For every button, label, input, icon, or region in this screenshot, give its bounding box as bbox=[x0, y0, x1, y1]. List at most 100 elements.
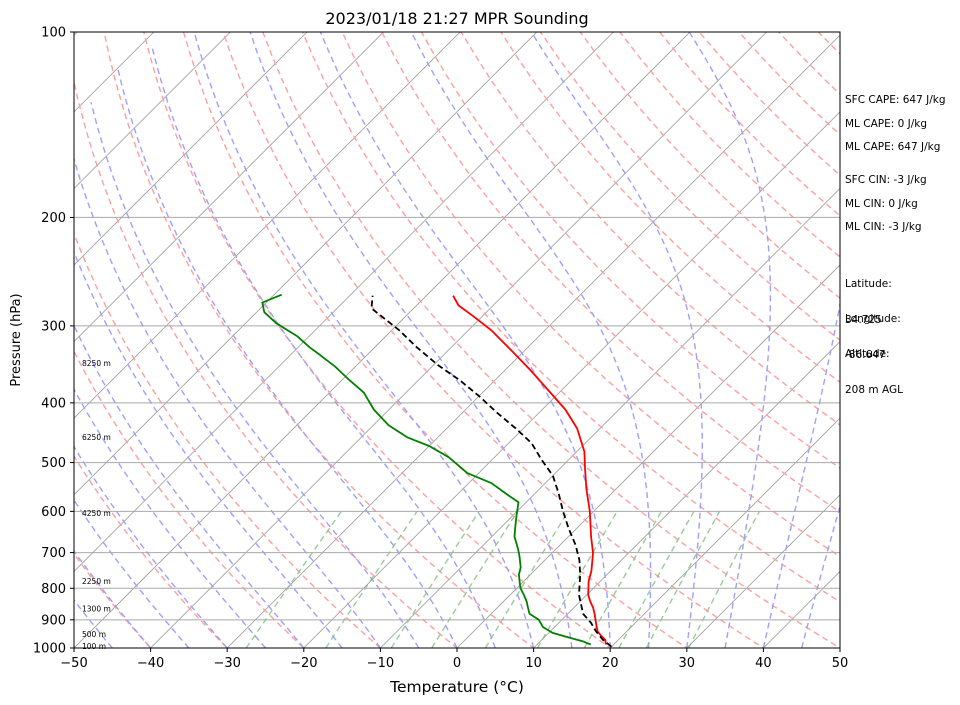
mixing-ratio-line bbox=[325, 510, 418, 648]
moist-adiabat-line bbox=[530, 32, 703, 648]
isotherm-line bbox=[533, 341, 840, 648]
altitude-value: 208 m AGL bbox=[845, 384, 903, 396]
y-axis-label: Pressure (hPa) bbox=[9, 293, 24, 386]
dry-adiabat-line bbox=[381, 32, 840, 513]
isotherm-line bbox=[226, 34, 840, 648]
moist-adiabat-line bbox=[74, 324, 305, 648]
moist-adiabat-line bbox=[74, 387, 267, 648]
isotherm-line bbox=[686, 494, 840, 648]
x-axis-label: Temperature (°C) bbox=[389, 678, 524, 696]
moist-adiabat-line bbox=[90, 102, 420, 648]
height-label: 8250 m bbox=[82, 359, 111, 368]
moist-adiabat-line bbox=[688, 32, 772, 648]
background-grid bbox=[74, 32, 840, 648]
dewpoint-profile bbox=[261, 293, 592, 646]
y-tick-label: 100 bbox=[41, 26, 66, 41]
isotherm-line bbox=[456, 264, 840, 648]
altitude-label: Altitude: bbox=[845, 348, 890, 360]
altitude-text: Altitude: 208 m AGL bbox=[845, 324, 903, 408]
moist-adiabat-line bbox=[193, 32, 535, 648]
height-label: 100 m bbox=[82, 642, 106, 651]
height-labels: 100 m 500 m 1300 m 2250 m 4250 m 6250 m 8250 m bbox=[82, 359, 111, 651]
height-label: 6250 m bbox=[82, 433, 111, 442]
moist-adiabat-line bbox=[117, 69, 458, 648]
mixing-ratio-line bbox=[484, 510, 569, 648]
dry-adiabat-line bbox=[74, 552, 152, 648]
dry-adiabat-line bbox=[143, 32, 612, 648]
x-tick-label: −40 bbox=[137, 656, 164, 671]
chart-title: 2023/01/18 21:27 MPR Sounding bbox=[325, 9, 588, 28]
temperature-profile bbox=[452, 295, 607, 645]
isotherm-line bbox=[74, 32, 614, 572]
moist-adiabat-line bbox=[762, 300, 840, 648]
y-tick-label: 200 bbox=[41, 211, 66, 226]
x-tick-label: 40 bbox=[755, 656, 772, 671]
isotherm-line bbox=[150, 32, 768, 648]
isotherm-line bbox=[74, 32, 461, 419]
moist-adiabat-line bbox=[74, 250, 343, 648]
mixing-ratio-line bbox=[536, 510, 618, 648]
moist-adiabat-line bbox=[801, 503, 840, 648]
x-tick-label: 10 bbox=[525, 656, 542, 671]
y-tick-label: 300 bbox=[41, 319, 66, 334]
y-tick-label: 400 bbox=[41, 396, 66, 411]
parcel-profile bbox=[370, 295, 613, 648]
moist-adiabat-line bbox=[319, 32, 611, 648]
dry-adiabat-line bbox=[182, 32, 689, 648]
height-label: 2250 m bbox=[82, 577, 111, 586]
moist-adiabat-line bbox=[74, 598, 113, 648]
x-tick-label: −30 bbox=[213, 656, 240, 671]
moist-adiabat-line bbox=[150, 44, 496, 648]
ml-cin-text-2: ML CIN: -3 J/kg bbox=[845, 221, 922, 233]
x-tick-label: 30 bbox=[679, 656, 696, 671]
moist-adiabat-line bbox=[74, 445, 228, 648]
isotherm-line bbox=[609, 417, 840, 648]
y-tick-label: 600 bbox=[41, 505, 66, 520]
dry-adiabat-line bbox=[301, 32, 840, 603]
sounding-profiles bbox=[261, 293, 613, 648]
dry-adiabat-line bbox=[103, 32, 535, 648]
isotherm-line bbox=[303, 111, 840, 648]
dry-adiabat-line bbox=[74, 231, 382, 648]
isotherm-line bbox=[74, 32, 385, 343]
dry-adiabat-line bbox=[74, 454, 229, 648]
dry-adiabat-line bbox=[420, 32, 840, 469]
moist-adiabat-line bbox=[74, 498, 190, 648]
isotherm-line bbox=[379, 187, 840, 648]
mixing-ratio-line bbox=[431, 510, 519, 648]
longitude-text: Longitude: -86.647 bbox=[845, 289, 901, 373]
ml-cin-text-1: ML CIN: 0 J/kg bbox=[845, 198, 918, 210]
isotherm-line bbox=[74, 32, 691, 648]
x-axis-ticks: −50 −40 −30 −20 −10 0 10 20 30 40 50 bbox=[60, 648, 848, 671]
y-tick-label: 900 bbox=[41, 613, 66, 628]
height-label: 500 m bbox=[82, 630, 106, 639]
dry-adiabat-line bbox=[262, 32, 840, 648]
height-label: 4250 m bbox=[82, 509, 111, 518]
height-label: 1300 m bbox=[82, 605, 111, 614]
x-tick-label: 0 bbox=[453, 656, 461, 671]
dry-adiabat-line bbox=[579, 32, 840, 300]
dry-adiabat-line bbox=[460, 32, 840, 426]
y-tick-label: 500 bbox=[41, 456, 66, 471]
sfc-cape-text: SFC CAPE: 647 J/kg bbox=[845, 94, 946, 106]
latitude-text: Latitude: 34.725 bbox=[845, 254, 892, 338]
ml-cape-text-1: ML CAPE: 0 J/kg bbox=[845, 118, 928, 130]
moist-adiabat-line bbox=[74, 156, 381, 648]
ml-cape-text-2: ML CAPE: 647 J/kg bbox=[845, 141, 941, 153]
moist-adiabat-line bbox=[410, 32, 652, 648]
latitude-value: 34.725 bbox=[845, 314, 882, 326]
dry-adiabat-line bbox=[222, 32, 765, 648]
moist-adiabat-line bbox=[249, 32, 573, 648]
x-tick-label: −50 bbox=[60, 656, 87, 671]
y-axis-ticks: 100 200 300 400 500 600 700 800 900 1000 bbox=[33, 26, 74, 657]
longitude-label: Longitude: bbox=[845, 313, 901, 325]
dry-adiabat-line bbox=[74, 79, 459, 648]
sfc-cin-text: SFC CIN: -3 J/kg bbox=[845, 174, 927, 186]
isotherm-line bbox=[74, 32, 231, 189]
mixing-ratio-line bbox=[618, 510, 695, 648]
x-tick-label: 20 bbox=[602, 656, 619, 671]
dry-adiabat-line bbox=[74, 349, 305, 648]
x-tick-label: −20 bbox=[290, 656, 317, 671]
isotherm-line bbox=[74, 32, 538, 496]
